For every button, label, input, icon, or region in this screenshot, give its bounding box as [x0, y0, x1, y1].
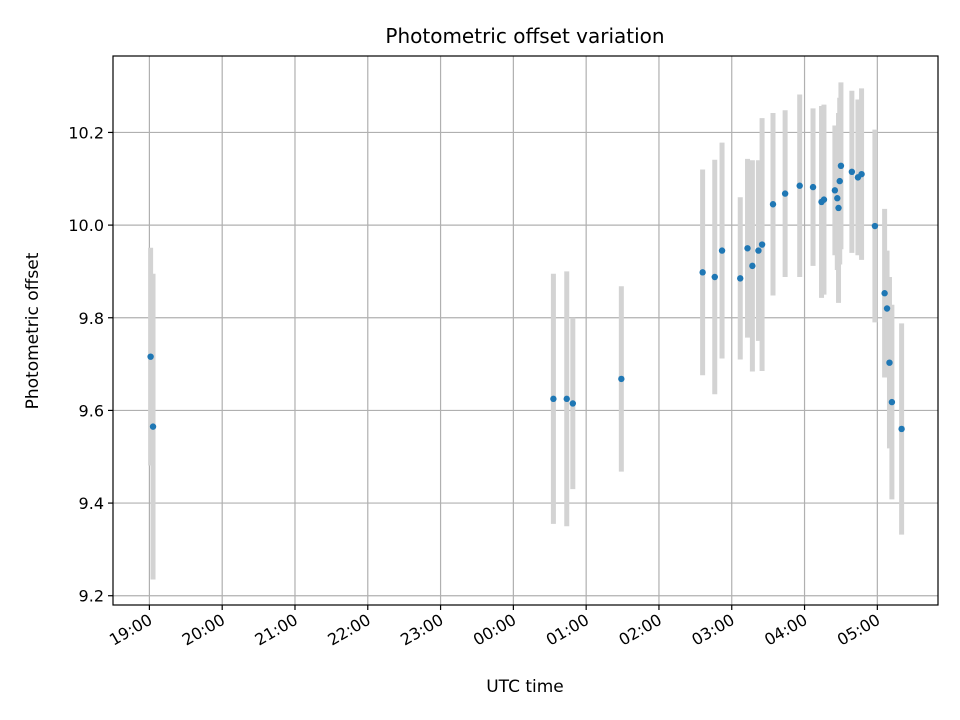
data-point: [836, 177, 843, 185]
data-point: [898, 425, 905, 433]
y-tick-label: 10.2: [68, 123, 104, 142]
data-point: [147, 353, 154, 360]
data-point: [718, 247, 726, 254]
data-point: [837, 162, 845, 169]
y-tick-label: 9.6: [79, 401, 104, 420]
data-point: [550, 395, 557, 403]
data-point: [831, 187, 839, 194]
point-layer: [147, 162, 905, 433]
data-point: [769, 201, 777, 208]
plot-frame: [112, 55, 939, 606]
chart-title: Photometric offset variation: [385, 24, 664, 48]
data-point: [848, 168, 856, 176]
data-point: [871, 222, 879, 230]
x-axis-title: UTC time: [486, 677, 564, 697]
y-tick-label: 9.8: [79, 309, 104, 328]
data-point: [699, 269, 706, 276]
data-point: [758, 241, 766, 248]
data-point: [737, 275, 744, 282]
data-point: [888, 398, 896, 406]
data-point: [755, 247, 762, 254]
data-point: [149, 423, 157, 430]
data-point: [886, 359, 893, 366]
data-point: [711, 273, 718, 281]
data-point: [835, 204, 842, 212]
y-tick-label: 9.4: [79, 494, 104, 513]
y-tick-label: 9.2: [79, 587, 104, 606]
data-point: [618, 375, 625, 383]
y-tick-label: 10.0: [68, 216, 104, 235]
data-point: [834, 195, 841, 202]
data-point: [563, 395, 570, 403]
data-point: [858, 170, 865, 178]
data-point: [749, 262, 756, 270]
grid-layer: [113, 56, 938, 605]
data-point: [796, 182, 803, 189]
data-point: [744, 245, 751, 252]
y-axis-title: Photometric offset: [23, 252, 43, 409]
data-point: [881, 290, 888, 297]
data-point: [820, 196, 828, 203]
data-point: [883, 305, 891, 312]
data-point: [809, 183, 817, 191]
data-point: [569, 400, 577, 407]
data-point: [781, 190, 789, 197]
